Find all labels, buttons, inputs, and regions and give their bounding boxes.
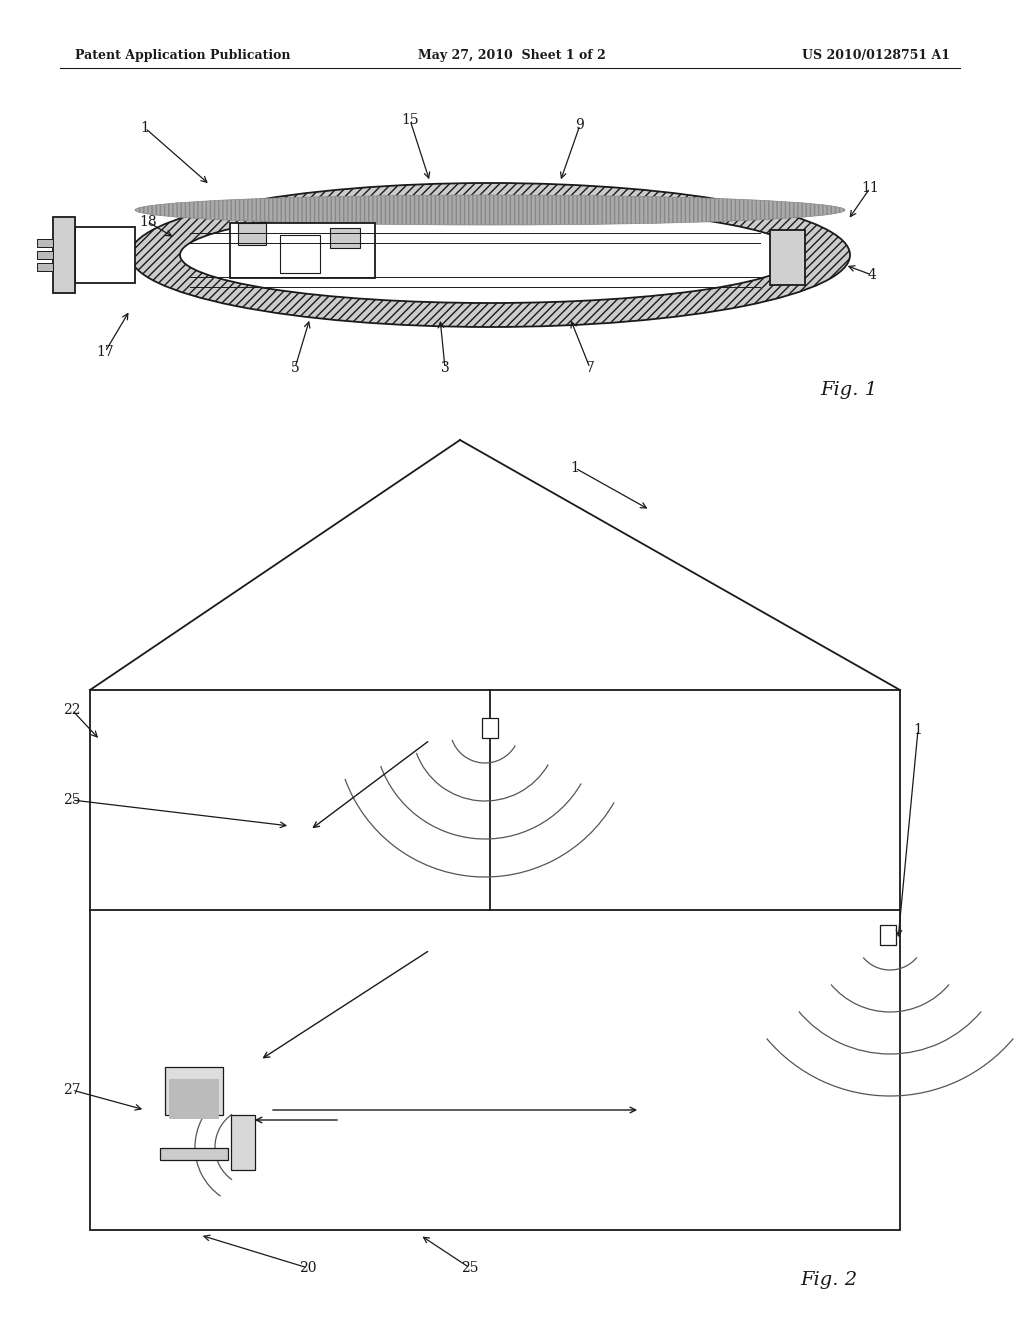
- Ellipse shape: [135, 195, 845, 224]
- Bar: [37, 239, 53, 247]
- Text: Fig. 1: Fig. 1: [820, 381, 878, 399]
- Text: 20: 20: [299, 1261, 316, 1275]
- Bar: [231, 1115, 255, 1170]
- Bar: [880, 925, 896, 945]
- Bar: [330, 228, 360, 248]
- Text: 25: 25: [461, 1261, 479, 1275]
- Text: US 2010/0128751 A1: US 2010/0128751 A1: [802, 49, 950, 62]
- Text: 7: 7: [586, 360, 595, 375]
- Text: May 27, 2010  Sheet 1 of 2: May 27, 2010 Sheet 1 of 2: [418, 49, 606, 62]
- Bar: [230, 223, 375, 279]
- Text: Fig. 2: Fig. 2: [800, 1271, 857, 1290]
- Text: 18: 18: [139, 215, 157, 228]
- Text: 25: 25: [63, 793, 81, 807]
- Bar: [238, 223, 266, 246]
- Text: 1: 1: [570, 461, 580, 475]
- Text: Patent Application Publication: Patent Application Publication: [75, 49, 291, 62]
- Bar: [160, 1148, 228, 1160]
- Text: 27: 27: [63, 1082, 81, 1097]
- Bar: [280, 235, 319, 273]
- Bar: [482, 718, 498, 738]
- Bar: [165, 1067, 223, 1115]
- Text: 9: 9: [575, 117, 585, 132]
- Text: 1: 1: [913, 723, 923, 737]
- Text: 1: 1: [140, 121, 150, 135]
- Bar: [169, 1078, 219, 1119]
- Text: 3: 3: [440, 360, 450, 375]
- Text: 5: 5: [291, 360, 299, 375]
- Ellipse shape: [130, 183, 850, 327]
- Bar: [90, 690, 900, 1230]
- Text: 17: 17: [96, 345, 114, 359]
- Text: 22: 22: [63, 704, 81, 717]
- Bar: [37, 251, 53, 259]
- Ellipse shape: [180, 207, 800, 304]
- Bar: [37, 263, 53, 271]
- Bar: [75, 227, 135, 282]
- Text: 4: 4: [867, 268, 877, 282]
- Text: 11: 11: [861, 181, 879, 195]
- Text: 15: 15: [401, 114, 419, 127]
- Bar: [53, 216, 75, 293]
- Bar: [770, 230, 805, 285]
